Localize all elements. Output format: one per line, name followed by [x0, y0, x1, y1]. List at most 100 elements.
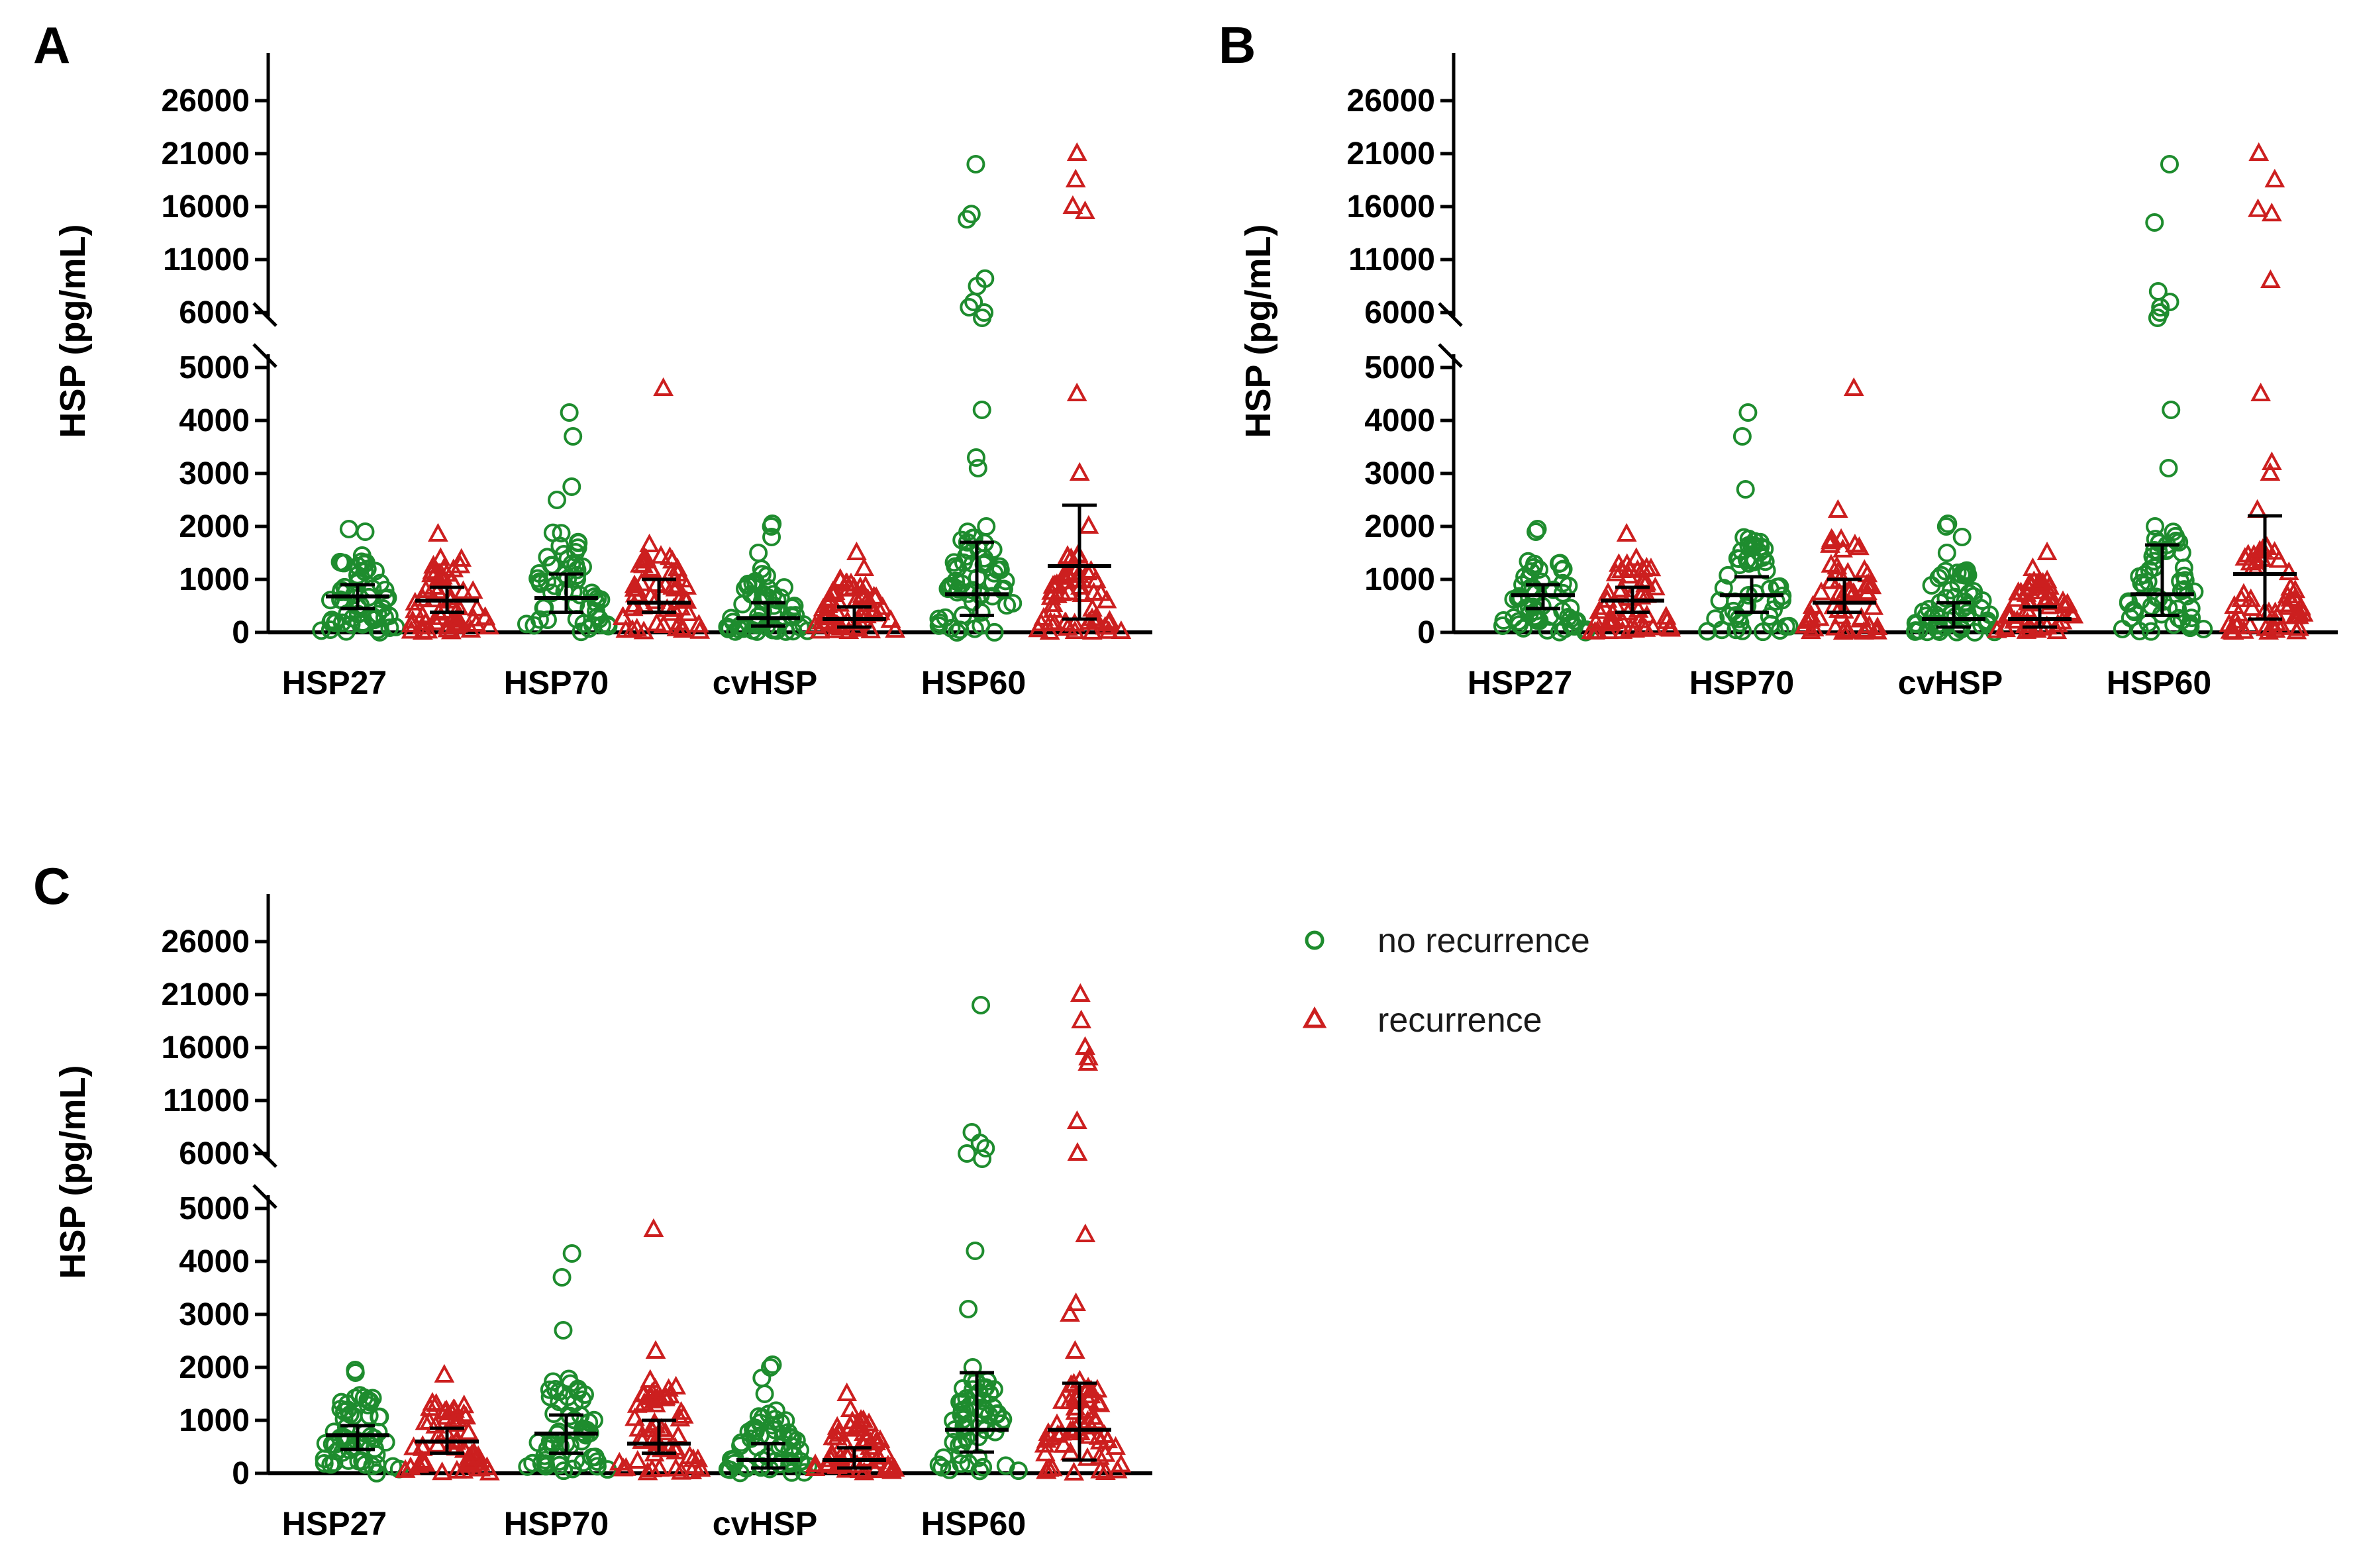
data-point-triangle [689, 614, 709, 633]
data-point-triangle [428, 522, 448, 542]
y-tick-label: 16000 [1347, 189, 1435, 224]
data-point-circle [930, 613, 949, 632]
data-point-triangle [1843, 377, 1864, 396]
data-point-circle [1956, 564, 1976, 583]
y-tick-label: 2000 [179, 509, 250, 544]
data-point-triangle [1051, 1422, 1072, 1441]
data-point-triangle [1630, 585, 1652, 605]
data-point-triangle [1052, 1390, 1073, 1409]
data-point-circle [983, 587, 1002, 606]
data-point-circle [1739, 536, 1758, 555]
data-point-triangle [1066, 142, 1087, 161]
data-point-triangle [853, 1409, 874, 1428]
data-point-circle [2160, 293, 2179, 311]
data-point-triangle [2233, 620, 2254, 639]
axis-break-mark [1438, 302, 1463, 327]
data-point-triangle [690, 1458, 711, 1477]
data-point-circle [554, 1321, 573, 1340]
data-point-triangle [823, 1426, 844, 1446]
data-point-triangle [850, 604, 872, 623]
data-point-circle [976, 269, 995, 288]
data-point-triangle [655, 574, 676, 593]
data-point-circle [1779, 616, 1799, 636]
data-point-triangle [623, 597, 644, 616]
data-point-triangle [858, 1412, 879, 1432]
data-point-triangle [609, 1451, 630, 1471]
data-point-triangle [658, 1378, 679, 1397]
data-point-circle [776, 622, 795, 641]
data-point-triangle [479, 615, 500, 635]
legend-label-recurrence: recurrence [1377, 1001, 1542, 1040]
x-category-label: HSP27 [282, 1505, 387, 1542]
data-point-circle [568, 569, 587, 589]
data-point-triangle [840, 1398, 861, 1417]
data-point-triangle [676, 575, 697, 595]
data-point-triangle [673, 1404, 694, 1424]
data-point-triangle [462, 580, 483, 599]
data-point-triangle [1062, 195, 1083, 214]
y-tick-label: 4000 [1364, 403, 1435, 438]
data-point-triangle [2016, 620, 2037, 639]
data-point-triangle [1802, 595, 1823, 614]
data-point-triangle [453, 580, 474, 599]
data-point-triangle [846, 1414, 868, 1434]
data-point-triangle [421, 564, 442, 583]
data-point-circle [929, 1455, 948, 1475]
data-point-circle [738, 574, 758, 593]
data-point-circle [2146, 517, 2165, 536]
data-group-hsp27-no-recurrence [1493, 520, 1596, 642]
data-point-circle [579, 619, 599, 638]
data-group-cvhsp-recurrence [805, 1382, 905, 1481]
data-point-circle [972, 996, 991, 1014]
data-group-hsp27-recurrence [1581, 522, 1681, 640]
data-point-circle [366, 562, 385, 581]
data-point-triangle [443, 558, 464, 577]
data-point-triangle [653, 377, 674, 396]
x-category-label: cvHSP [713, 664, 817, 701]
x-category-label: HSP60 [921, 664, 1026, 701]
data-group-cvhsp-no-recurrence [1905, 514, 2004, 642]
y-tick-label: 16000 [162, 189, 250, 224]
data-point-circle [1947, 622, 1966, 642]
data-point-triangle [412, 1450, 433, 1469]
data-point-circle [568, 532, 587, 552]
data-point-triangle [2018, 577, 2039, 596]
data-point-triangle [1861, 575, 1882, 595]
panel-letter: A [33, 16, 70, 74]
data-point-triangle [805, 1453, 826, 1473]
data-point-triangle [1585, 620, 1605, 640]
data-point-circle [534, 599, 553, 618]
data-point-circle [2158, 540, 2177, 560]
data-point-triangle [425, 1414, 446, 1434]
data-point-triangle [451, 548, 472, 567]
data-point-triangle [852, 586, 873, 605]
data-point-circle [542, 583, 562, 603]
data-point-triangle [1077, 1052, 1099, 1071]
data-point-triangle [1067, 1142, 1088, 1161]
panel-b: B HSP (pg/mL) 0 1000 2000 3000 4000 5000 6000 110… [1219, 16, 2338, 701]
data-point-triangle [1035, 1442, 1056, 1461]
data-point-triangle [667, 562, 688, 582]
data-point-circle [383, 1457, 403, 1476]
y-tick-label: 4000 [179, 403, 250, 438]
data-point-triangle [2262, 451, 2282, 470]
data-point-circle [1952, 528, 1972, 546]
x-category-label: HSP27 [282, 664, 387, 701]
data-point-triangle [637, 1461, 658, 1481]
y-axis-title: HSP (pg/mL) [1238, 224, 1278, 438]
data-point-triangle [846, 541, 867, 560]
data-point-circle [749, 544, 768, 562]
data-point-circle [958, 210, 977, 229]
data-point-circle [315, 1449, 334, 1469]
data-point-triangle [1071, 1009, 1092, 1028]
data-point-triangle [2047, 613, 2068, 632]
data-point-circle [1494, 611, 1513, 630]
data-point-triangle [1825, 616, 1846, 636]
data-point-triangle [882, 1457, 903, 1477]
data-point-circle [1550, 554, 1570, 573]
data-point-triangle [2250, 382, 2272, 401]
data-point-triangle [458, 1421, 479, 1440]
data-point-circle [2142, 622, 2161, 641]
data-group-hsp60-no-recurrence [929, 155, 1023, 642]
data-group-hsp70-recurrence [609, 1218, 711, 1481]
